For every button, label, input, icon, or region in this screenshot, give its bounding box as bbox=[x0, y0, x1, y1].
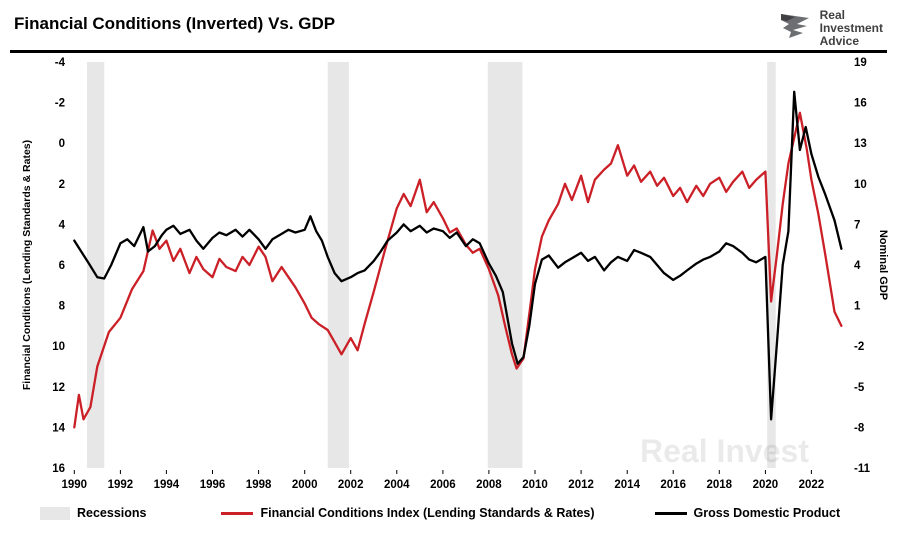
svg-text:2014: 2014 bbox=[614, 479, 640, 491]
svg-text:10: 10 bbox=[854, 179, 867, 191]
svg-text:1990: 1990 bbox=[62, 479, 88, 491]
gdp-line bbox=[73, 90, 843, 421]
svg-text:-2: -2 bbox=[854, 341, 864, 353]
svg-text:1994: 1994 bbox=[154, 479, 180, 491]
svg-text:13: 13 bbox=[854, 138, 867, 150]
svg-text:2004: 2004 bbox=[384, 479, 410, 491]
svg-text:12: 12 bbox=[52, 382, 65, 394]
svg-text:16: 16 bbox=[854, 98, 867, 110]
logo-line-3: Advice bbox=[819, 34, 859, 48]
header: Financial Conditions (Inverted) Vs. GDP … bbox=[12, 8, 885, 50]
svg-text:16: 16 bbox=[52, 463, 65, 475]
svg-text:1998: 1998 bbox=[246, 479, 272, 491]
svg-text:2018: 2018 bbox=[707, 479, 733, 491]
x-axis: 1990 1992 1994 1996 1998 2000 2002 2004 2006 2008… bbox=[62, 470, 825, 491]
svg-text:2006: 2006 bbox=[430, 479, 456, 491]
brand-logo-text: Real Investment Advice bbox=[820, 9, 883, 48]
svg-text:2022: 2022 bbox=[799, 479, 825, 491]
svg-text:4: 4 bbox=[59, 219, 66, 231]
fci-line-swatch bbox=[221, 511, 254, 515]
legend-item-fci: Financial Conditions Index (Lending Stan… bbox=[221, 506, 595, 520]
svg-text:-8: -8 bbox=[854, 422, 865, 434]
legend-label-gdp: Gross Domestic Product bbox=[693, 506, 841, 520]
svg-text:10: 10 bbox=[52, 341, 65, 353]
logo-line-2: Investment bbox=[819, 21, 883, 35]
gdp-line-swatch bbox=[654, 511, 687, 515]
svg-text:-5: -5 bbox=[854, 382, 865, 394]
svg-text:2002: 2002 bbox=[338, 479, 364, 491]
svg-text:7: 7 bbox=[854, 219, 860, 231]
logo-line-1: Real bbox=[819, 8, 845, 22]
page-title: Financial Conditions (Inverted) Vs. GDP bbox=[14, 14, 336, 33]
svg-text:19: 19 bbox=[854, 57, 867, 69]
svg-text:8: 8 bbox=[59, 301, 66, 313]
svg-text:2016: 2016 bbox=[660, 479, 686, 491]
legend-item-gdp: Gross Domestic Product bbox=[654, 506, 841, 520]
legend-label-recessions: Recessions bbox=[77, 506, 147, 520]
svg-text:2020: 2020 bbox=[753, 479, 779, 491]
svg-text:0: 0 bbox=[59, 138, 65, 150]
title-divider bbox=[10, 50, 887, 53]
svg-text:1996: 1996 bbox=[200, 479, 226, 491]
legend-item-recessions: Recessions bbox=[40, 506, 146, 520]
left-axis-label: Financial Conditions (Lending Standards … bbox=[21, 140, 33, 390]
left-axis: -4 -2 0 2 4 6 8 10 12 14 16 Financial Conditions (L… bbox=[21, 57, 66, 475]
recession-bands bbox=[87, 62, 776, 468]
svg-text:-4: -4 bbox=[55, 57, 66, 69]
svg-text:2010: 2010 bbox=[522, 479, 548, 491]
svg-text:4: 4 bbox=[854, 260, 861, 272]
legend: Recessions Financial Conditions Index (L… bbox=[40, 506, 877, 520]
svg-text:1: 1 bbox=[854, 301, 861, 313]
svg-text:-2: -2 bbox=[55, 98, 65, 110]
fci-line bbox=[73, 111, 843, 429]
svg-text:1992: 1992 bbox=[108, 479, 134, 491]
svg-text:2000: 2000 bbox=[292, 479, 318, 491]
svg-text:2008: 2008 bbox=[476, 479, 502, 491]
right-axis-label: Nominal GDP bbox=[877, 230, 889, 300]
svg-text:14: 14 bbox=[52, 422, 65, 434]
svg-text:2: 2 bbox=[59, 179, 65, 191]
watermark: Real Invest bbox=[640, 433, 809, 469]
right-axis: 19 16 13 10 7 4 1 -2 -5 -8 -11 Nominal GDP bbox=[854, 57, 889, 475]
brand-logo: Real Investment Advice bbox=[777, 8, 883, 49]
legend-label-fci: Financial Conditions Index (Lending Stan… bbox=[260, 506, 595, 520]
eagle-logo-icon bbox=[777, 8, 813, 49]
recession-swatch bbox=[40, 506, 70, 520]
svg-text:6: 6 bbox=[59, 260, 65, 272]
svg-text:-11: -11 bbox=[854, 463, 871, 475]
svg-text:2012: 2012 bbox=[568, 479, 594, 491]
